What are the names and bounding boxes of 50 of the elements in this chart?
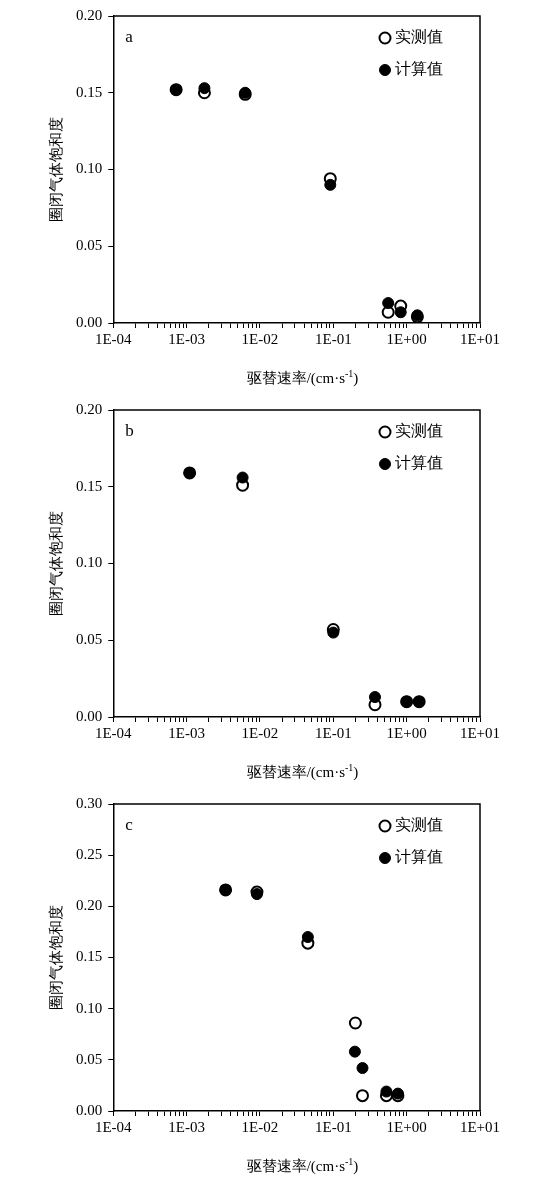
x-tick-label: 1E+00 [386,724,427,741]
y-tick-label: 0.20 [76,897,103,914]
y-tick-label: 0.15 [76,948,103,965]
y-tick-label: 0.05 [76,1050,103,1067]
y-tick-label: 0.25 [76,846,103,863]
x-tick-label: 1E-03 [168,724,205,741]
legend-label: 实测值 [395,28,443,46]
y-tick-label: 0.05 [76,631,103,648]
legend-label: 计算值 [395,60,443,78]
x-axis-title: 驱替速率/(cm·s$^{-1}$) [245,1156,360,1176]
y-tick-label: 0.20 [76,6,103,23]
x-tick-label: 1E-04 [94,1118,133,1135]
x-tick-label: 1E-04 [94,330,133,347]
x-axis-title: 驱替速率/(cm·s$^{-1}$) [245,368,360,388]
annotation: a [125,27,134,47]
x-tick-label: 1E-02 [241,724,279,741]
y-tick-label: 0.00 [76,313,103,330]
x-tick-label: 1E-01 [314,724,352,741]
legend-label: 计算值 [395,454,443,472]
x-tick-label: 1E+01 [459,724,501,741]
x-axis-title: 驱替速率/(cm·s$^{-1}$) [245,762,360,782]
x-tick-label: 1E-01 [314,1118,352,1135]
x-tick-label: 1E-02 [241,330,279,347]
y-tick-label: 0.20 [76,400,103,417]
x-tick-label: 1E+00 [386,1118,427,1135]
y-tick-label: 0.00 [76,707,103,724]
y-tick-label: 0.15 [76,477,103,494]
x-tick-label: 1E-02 [241,1118,279,1135]
legend-label: 实测值 [395,422,443,440]
x-tick-label: 1E-03 [168,1118,205,1135]
y-axis-title: 圈闭气体饱和度 [47,117,64,222]
y-tick-label: 0.30 [76,794,103,811]
y-axis-title: 圈闭气体饱和度 [47,905,64,1010]
y-tick-label: 0.00 [76,1101,103,1118]
y-tick-label: 0.10 [76,999,103,1016]
x-tick-label: 1E+00 [386,330,427,347]
x-tick-label: 1E-01 [314,330,352,347]
legend-label: 实测值 [395,816,443,834]
y-tick-label: 0.05 [76,237,103,254]
annotation: c [125,815,134,835]
y-tick-label: 0.10 [76,554,103,571]
x-tick-label: 1E+01 [459,1118,501,1135]
annotation: b [125,421,134,441]
legend-label: 计算值 [395,848,443,866]
x-tick-label: 1E+01 [459,330,501,347]
x-tick-label: 1E-03 [168,330,205,347]
y-tick-label: 0.15 [76,83,103,100]
y-axis-title: 圈闭气体饱和度 [47,511,64,616]
x-tick-label: 1E-04 [94,724,133,741]
y-tick-label: 0.10 [76,160,103,177]
